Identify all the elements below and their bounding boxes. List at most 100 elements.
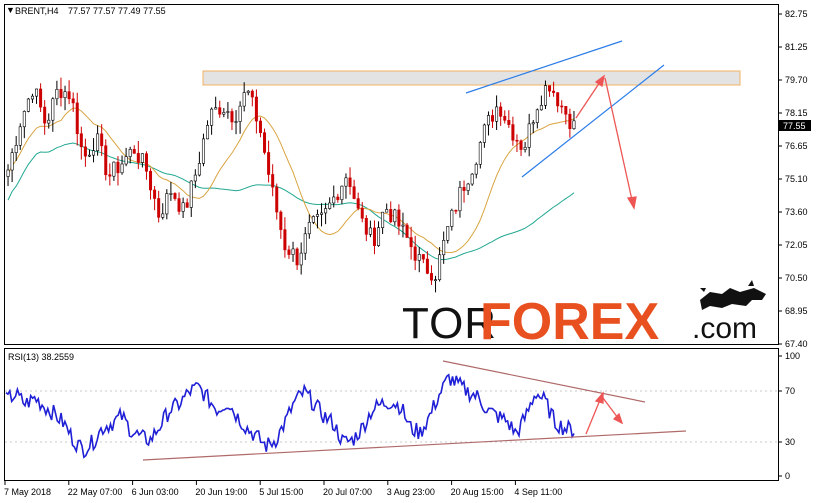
candle-body: [197, 163, 201, 176]
candle-body: [287, 249, 291, 255]
candle-body: [193, 174, 197, 182]
candle-body: [201, 138, 205, 164]
candle-body: [226, 111, 230, 113]
time-tick-label: 3 Aug 23:00: [387, 487, 435, 497]
candle-body: [332, 196, 336, 204]
moving-average-slow: [7, 142, 575, 261]
candle-body: [39, 88, 43, 108]
brand-forex: FOREX: [480, 293, 659, 351]
bull-bear-icon: [700, 280, 766, 310]
candle-body: [124, 156, 128, 165]
candle-body: [421, 254, 425, 260]
candle-body: [519, 140, 523, 150]
candle-body: [275, 186, 279, 213]
candle-body: [35, 88, 39, 97]
candle-body: [401, 224, 405, 227]
resistance-zone: [202, 70, 741, 86]
candle-body: [218, 107, 222, 115]
price-tick-label: 68.95: [785, 306, 808, 316]
candle-body: [214, 107, 218, 110]
candle-body: [63, 91, 67, 99]
price-axis: 82.75 81.25 79.70 78.15 76.65 75.10 73.60 72.05…: [778, 9, 808, 349]
candle-body: [83, 146, 87, 157]
candle-body: [352, 186, 356, 199]
candle-body: [263, 132, 267, 153]
candle-body: [14, 144, 18, 153]
ohlc-label: 77.57 77.57 77.49 77.55: [68, 6, 166, 16]
candle-body: [295, 248, 299, 266]
candle-body: [539, 105, 543, 111]
candle-body: [71, 98, 75, 104]
candle-body: [185, 202, 189, 208]
candle-body: [393, 209, 397, 223]
channel-upper-line: [465, 40, 623, 94]
rsi-line: [5, 373, 575, 459]
candle-body: [381, 211, 385, 228]
candle-body: [116, 161, 120, 174]
candle-body: [385, 209, 389, 213]
candle-body: [47, 119, 51, 124]
candle-body: [112, 161, 116, 177]
rsi-tick-label: 0: [785, 471, 790, 481]
candle-body: [491, 115, 495, 122]
projection-arrows: [575, 74, 637, 210]
current-price-box: [779, 120, 811, 131]
candle-body: [523, 147, 527, 150]
candle-body: [564, 106, 568, 115]
candle-body: [511, 124, 515, 141]
candle-body: [409, 237, 413, 248]
candle-body: [157, 198, 161, 218]
candle-body: [104, 145, 108, 176]
candle-body: [59, 89, 63, 99]
candle-body: [246, 90, 250, 93]
candle-body: [303, 233, 307, 254]
candle-body: [55, 89, 59, 100]
candle-body: [320, 212, 324, 215]
candle-body: [181, 202, 185, 212]
candle-body: [75, 102, 79, 135]
candle-body: [26, 98, 30, 112]
candle-body: [389, 209, 393, 223]
candle-body: [177, 198, 181, 212]
time-axis: 7 May 2018 22 May 07:00 6 Jun 03:00 20 Jun …: [4, 481, 562, 497]
time-tick-label: 20 Jun 19:00: [195, 487, 247, 497]
candle-body: [377, 227, 381, 246]
candle-body: [535, 109, 539, 123]
rsi-chart-frame: [4, 348, 779, 481]
candle-body: [149, 170, 153, 191]
rsi-projection-arrows: [585, 391, 624, 435]
candle-body: [18, 126, 22, 146]
candle-body: [442, 240, 446, 256]
price-tick-label: 79.70: [785, 75, 808, 85]
candle-body: [372, 227, 376, 246]
candle-body: [271, 174, 275, 188]
candle-body: [368, 227, 372, 235]
candle-body: [568, 113, 572, 129]
candle-body: [470, 173, 474, 185]
candle-body: [161, 213, 165, 218]
candle-body: [128, 149, 132, 157]
candle-body: [543, 85, 547, 106]
price-tick-label: 82.75: [785, 9, 808, 19]
rsi-label: RSI(13) 38.2559: [8, 352, 74, 362]
symbol-label: BRENT,H4: [15, 6, 59, 16]
ma-slow-line: [7, 142, 575, 261]
candle-body: [87, 154, 91, 157]
channel-lower-line: [521, 64, 665, 178]
candle-body: [499, 106, 503, 117]
rsi-lower-trendline: [142, 430, 687, 461]
candle-body: [466, 183, 470, 191]
price-tick-label: 70.50: [785, 273, 808, 283]
rsi-tick-label: 100: [785, 351, 800, 361]
candle-body: [279, 211, 283, 230]
price-tick-label: 67.40: [785, 339, 808, 349]
price-tick-label: 73.60: [785, 207, 808, 217]
candle-body: [238, 105, 242, 122]
candle-body: [417, 254, 421, 261]
ma-fast-line: [7, 107, 575, 254]
candle-body: [120, 163, 124, 174]
candle-body: [397, 209, 401, 227]
candle-body: [108, 174, 112, 177]
candle-body: [315, 214, 319, 217]
